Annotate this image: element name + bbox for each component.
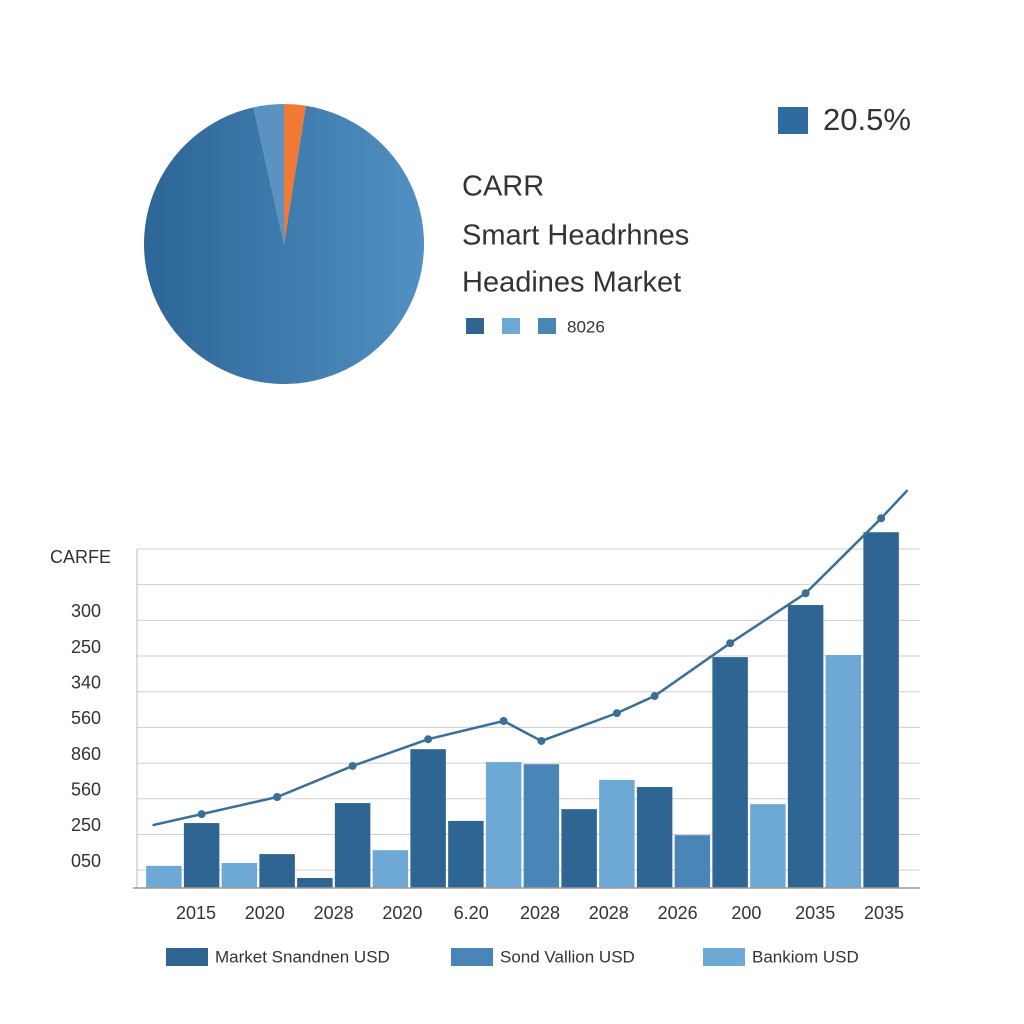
x-tick-label: 2015 bbox=[176, 903, 216, 923]
line-marker bbox=[801, 589, 810, 598]
line-marker bbox=[273, 793, 282, 802]
bar bbox=[712, 657, 748, 888]
x-tick-label: 2028 bbox=[589, 903, 629, 923]
y-tick-label: 860 bbox=[71, 744, 101, 764]
line-marker bbox=[537, 736, 546, 745]
line-marker bbox=[424, 735, 433, 744]
pie-slice bbox=[253, 104, 284, 244]
bar bbox=[448, 820, 484, 888]
x-tick-label: 2026 bbox=[658, 903, 698, 923]
chart-title: CARR bbox=[462, 171, 544, 203]
line-marker bbox=[499, 716, 508, 725]
legend-swatch bbox=[166, 948, 208, 966]
bar bbox=[146, 865, 182, 888]
pie-slice bbox=[284, 104, 306, 244]
line-marker bbox=[348, 761, 357, 770]
bar bbox=[259, 854, 295, 888]
legend-swatch bbox=[502, 318, 520, 334]
line-marker bbox=[197, 810, 206, 819]
legend-note: 8026 bbox=[567, 317, 605, 336]
bar bbox=[674, 835, 711, 888]
y-tick-label: 300 bbox=[71, 601, 101, 621]
bar bbox=[372, 850, 409, 888]
x-tick-label: 6.20 bbox=[454, 903, 489, 923]
y-tick-label: 250 bbox=[71, 637, 101, 657]
pie-slice bbox=[143, 105, 424, 384]
x-tick-label: 2028 bbox=[520, 903, 560, 923]
y-axis-label: CARFE bbox=[50, 547, 111, 567]
legend-swatch bbox=[778, 107, 808, 134]
legend-swatch bbox=[538, 318, 556, 334]
bar bbox=[523, 764, 560, 888]
line-marker bbox=[612, 709, 621, 718]
line-marker bbox=[726, 639, 735, 648]
bar bbox=[561, 809, 597, 888]
x-tick-label: 2035 bbox=[864, 903, 904, 923]
legend-label: Bankiom USD bbox=[752, 947, 859, 966]
y-tick-label: 560 bbox=[71, 780, 101, 800]
legend-label: Sond Vallion USD bbox=[500, 947, 635, 966]
legend-swatch bbox=[703, 948, 745, 966]
x-tick-label: 200 bbox=[731, 903, 761, 923]
legend-swatch bbox=[466, 318, 484, 334]
bar bbox=[787, 605, 824, 888]
y-tick-label: 560 bbox=[71, 708, 101, 728]
x-tick-label: 2020 bbox=[382, 903, 422, 923]
bar bbox=[183, 823, 220, 888]
bar bbox=[750, 804, 786, 888]
legend-label: 20.5% bbox=[823, 102, 911, 137]
x-tick-label: 2035 bbox=[795, 903, 835, 923]
x-tick-label: 2028 bbox=[314, 903, 354, 923]
bar bbox=[297, 878, 333, 888]
chart-subtitle: Headines Market bbox=[462, 267, 681, 299]
line-marker bbox=[877, 514, 886, 523]
bar bbox=[636, 787, 673, 888]
bar bbox=[410, 749, 446, 888]
y-tick-label: 050 bbox=[71, 851, 101, 871]
x-tick-label: 2020 bbox=[245, 903, 285, 923]
bar bbox=[485, 762, 522, 888]
bar bbox=[221, 863, 258, 888]
chart-subtitle: Smart Headrhnes bbox=[462, 220, 689, 252]
bar bbox=[863, 532, 899, 888]
bar bbox=[599, 779, 635, 888]
line-marker bbox=[650, 692, 659, 701]
y-tick-label: 340 bbox=[71, 672, 101, 692]
legend-swatch bbox=[451, 948, 493, 966]
legend-label: Market Snandnen USD bbox=[215, 947, 390, 966]
bar bbox=[334, 803, 371, 888]
bar bbox=[825, 654, 862, 888]
y-tick-label: 250 bbox=[71, 815, 101, 835]
